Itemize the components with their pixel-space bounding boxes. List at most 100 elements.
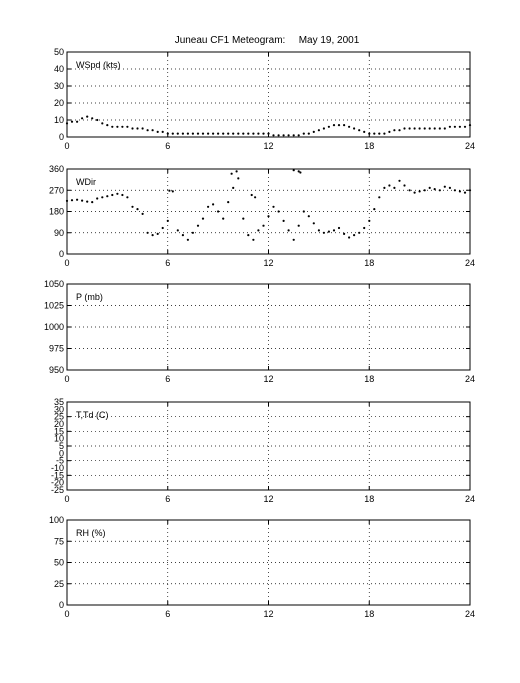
chart1-data-point xyxy=(438,127,441,130)
chart1-data-point xyxy=(348,125,351,128)
chart2-data-point xyxy=(297,170,300,173)
chart1-data-point xyxy=(65,122,69,125)
chart1-data-point xyxy=(368,132,371,135)
chart2-data-point xyxy=(337,226,341,230)
chart2-data-point xyxy=(438,189,441,192)
chart2-data-point xyxy=(453,189,456,192)
chart1-data-point xyxy=(353,127,356,130)
chart1-data-point xyxy=(146,129,149,132)
chart2-data-point xyxy=(207,205,210,208)
chart1-data-point xyxy=(181,132,184,135)
chart2-data-point xyxy=(287,229,290,232)
chart2-data-point xyxy=(151,234,154,237)
chart1-data-point xyxy=(408,127,411,130)
chart2-data-point xyxy=(171,190,174,193)
chart1-data-point xyxy=(176,132,179,135)
chart2-data-point xyxy=(423,189,426,192)
chart2-data-point xyxy=(292,238,295,241)
chart5-y-tick-label: 50 xyxy=(54,558,64,568)
chart1-data-point xyxy=(388,130,391,133)
chart2-data-point xyxy=(237,177,240,180)
chart1-data-point xyxy=(297,134,300,137)
chart5-y-tick-label: 0 xyxy=(59,600,64,610)
chart1-data-point xyxy=(363,130,366,133)
chart2-data-point xyxy=(186,238,189,241)
chart2-data-point xyxy=(267,215,270,218)
chart2-y-tick-label: 270 xyxy=(49,185,64,195)
chart1-data-point xyxy=(212,132,215,135)
chart1-data-point xyxy=(136,127,139,130)
chart2-data-point xyxy=(191,231,194,234)
chart1-plot-area xyxy=(67,52,470,137)
chart1-data-point xyxy=(282,134,285,137)
chart2-data-point xyxy=(272,205,275,208)
chart-title: Juneau CF1 Meteogram: xyxy=(175,35,286,46)
chart2-data-point xyxy=(131,205,134,208)
chart3-y-tick-label: 1000 xyxy=(44,322,64,332)
chart2-data-point xyxy=(327,230,330,233)
chart1-y-tick-label: 0 xyxy=(59,132,64,142)
chart1-y-tick-label: 50 xyxy=(54,47,64,57)
chart4-y-tick-label: 35 xyxy=(54,397,64,407)
chart1-data-point xyxy=(151,129,154,132)
chart2-data-point xyxy=(448,186,451,189)
chart2-plot-area xyxy=(67,169,470,254)
chart5-x-tick-label: 18 xyxy=(364,609,374,619)
chart1-y-axis-label: WSpd (kts) xyxy=(76,60,121,70)
chart2-data-point xyxy=(181,234,184,237)
chart1-data-point xyxy=(337,124,341,127)
chart5-x-tick-label: 0 xyxy=(64,609,69,619)
chart2-data-point xyxy=(312,222,315,225)
chart4-y-tick-label: 5 xyxy=(59,441,64,451)
chart1-data-point xyxy=(448,125,451,128)
chart1-y-tick-label: 40 xyxy=(54,64,64,74)
chart1-data-point xyxy=(111,125,114,128)
chart1-data-point xyxy=(302,132,305,135)
chart2-data-point xyxy=(146,231,149,234)
chart2-data-point xyxy=(383,186,386,189)
chart3-x-tick-label: 18 xyxy=(364,374,374,384)
chart1-data-point xyxy=(463,125,467,128)
chart4-y-tick-label-minor: -20 xyxy=(51,478,64,488)
chart1-data-point xyxy=(267,132,270,135)
chart1-data-point xyxy=(247,132,250,135)
chart4-x-tick-label: 12 xyxy=(263,494,273,504)
chart1-data-point xyxy=(418,127,421,130)
chart1-data-point xyxy=(106,124,109,127)
chart2-data-point xyxy=(86,200,89,203)
chart3-y-tick-label: 1050 xyxy=(44,279,64,289)
chart1-data-point xyxy=(453,125,456,128)
chart1-data-point xyxy=(191,132,194,135)
chart1-data-point xyxy=(76,120,79,123)
chart1-y-tick-label: 10 xyxy=(54,115,64,125)
chart2-data-point xyxy=(297,224,300,227)
chart1-data-point xyxy=(468,124,472,127)
chart1-data-point xyxy=(343,124,346,127)
chart2-data-point xyxy=(111,193,114,197)
chart2-data-point xyxy=(176,229,179,232)
chart2-data-point xyxy=(388,184,391,187)
chart1-data-point xyxy=(222,132,225,135)
chart2-data-point xyxy=(358,231,361,234)
chart2-data-point xyxy=(277,210,280,213)
chart1-data-point xyxy=(428,127,431,130)
chart5-y-tick-label: 25 xyxy=(54,579,64,589)
chart4-y-tick-label: 15 xyxy=(54,426,64,436)
chart2-data-point xyxy=(222,217,225,220)
chart1-data-point xyxy=(272,134,275,137)
chart4-y-tick-label-minor: 20 xyxy=(54,419,64,429)
chart2-y-tick-label: 180 xyxy=(49,207,64,217)
chart2-data-point xyxy=(141,212,144,215)
chart1-y-tick-label: 30 xyxy=(54,81,64,91)
chart1-data-point xyxy=(277,134,280,137)
chart3-x-tick-label: 24 xyxy=(465,374,475,384)
chart2-data-point xyxy=(136,208,139,211)
chart2-data-point xyxy=(121,193,124,197)
chart1-data-point xyxy=(252,132,255,135)
chart2-x-tick-label: 12 xyxy=(263,258,273,268)
chart1-data-point xyxy=(201,132,205,135)
chart2-data-point xyxy=(232,186,235,189)
chart2-data-point xyxy=(161,226,164,230)
chart1-data-point xyxy=(332,124,336,127)
